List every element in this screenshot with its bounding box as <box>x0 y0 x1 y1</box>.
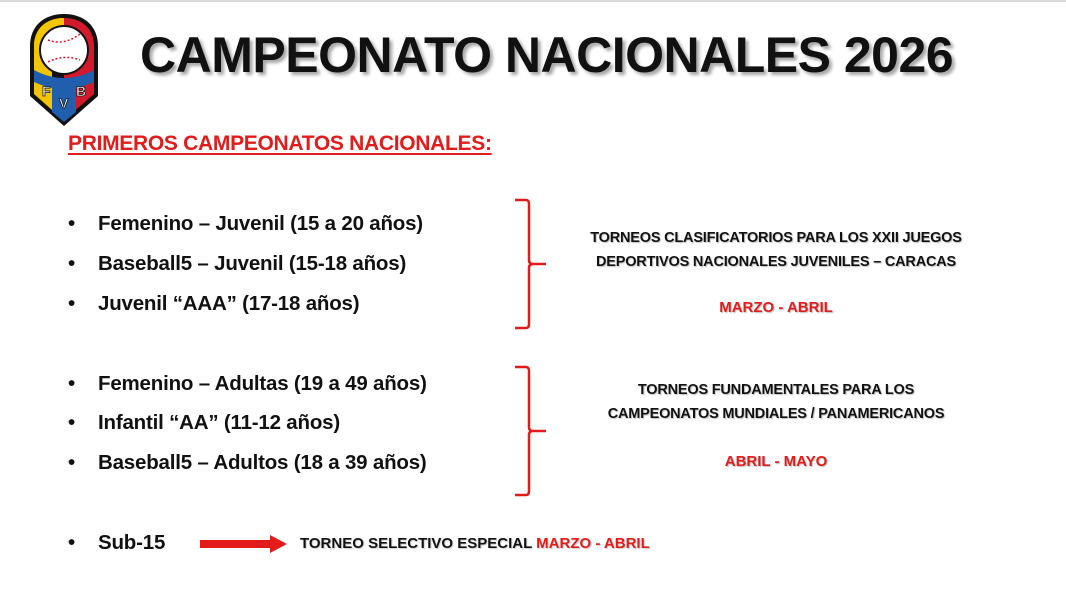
special-description: TORNEO SELECTIVO ESPECIAL MARZO - ABRIL <box>300 535 650 552</box>
page-title: CAMPEONATO NACIONALES 2026 <box>140 27 954 83</box>
list-item: • Baseball5 – Adultos (18 a 39 años) <box>68 451 427 475</box>
bullet: • <box>68 411 75 434</box>
group-description: TORNEOS CLASIFICATORIOS PARA LOS XXII JU… <box>546 226 1006 274</box>
list-item-label: Juvenil “AAA” (17-18 años) <box>98 292 360 315</box>
list-item: • Juvenil “AAA” (17-18 años) <box>68 292 360 316</box>
list-item-label: Sub-15 <box>98 531 166 554</box>
top-border <box>0 0 1066 2</box>
list-item-label: Baseball5 – Juvenil (15-18 años) <box>98 252 407 275</box>
description-line: DEPORTIVOS NACIONALES JUVENILES – CARACA… <box>596 254 956 270</box>
bullet: • <box>68 531 75 554</box>
list-item-label: Femenino – Adultas (19 a 49 años) <box>98 372 427 395</box>
group-description: TORNEOS FUNDAMENTALES PARA LOS CAMPEONAT… <box>546 378 1006 426</box>
bullet: • <box>68 212 75 235</box>
description-line: TORNEOS FUNDAMENTALES PARA LOS <box>637 382 915 398</box>
group-dates: MARZO - ABRIL <box>719 299 833 316</box>
right-arrow-icon <box>200 535 287 553</box>
list-item: • Baseball5 – Juvenil (15-18 años) <box>68 252 406 276</box>
list-item: • Sub-15 <box>68 531 165 555</box>
svg-text:F: F <box>42 83 51 99</box>
list-item-label: Infantil “AA” (11-12 años) <box>98 411 340 434</box>
section-heading: PRIMEROS CAMPEONATOS NACIONALES: <box>68 132 492 155</box>
special-description-text: TORNEO SELECTIVO ESPECIAL <box>300 535 532 552</box>
list-item: • Infantil “AA” (11-12 años) <box>68 411 340 435</box>
list-item-label: Baseball5 – Adultos (18 a 39 años) <box>98 451 427 474</box>
fvb-logo: F V B <box>30 14 98 126</box>
bullet: • <box>68 252 75 275</box>
list-item-label: Femenino – Juvenil (15 a 20 años) <box>98 212 423 235</box>
group-dates: ABRIL - MAYO <box>724 453 828 470</box>
bullet: • <box>68 372 75 395</box>
bullet: • <box>68 451 75 474</box>
right-brace-icon <box>515 198 546 330</box>
list-item: • Femenino – Juvenil (15 a 20 años) <box>68 212 423 236</box>
right-brace-icon <box>515 365 546 497</box>
svg-text:V: V <box>59 95 69 111</box>
special-dates: MARZO - ABRIL <box>536 535 650 552</box>
bullet: • <box>68 292 75 315</box>
description-line: CAMPEONATOS MUNDIALES / PANAMERICANOS <box>607 406 945 422</box>
svg-text:B: B <box>76 83 86 99</box>
description-line: TORNEOS CLASIFICATORIOS PARA LOS XXII JU… <box>590 230 962 246</box>
list-item: • Femenino – Adultas (19 a 49 años) <box>68 372 427 396</box>
